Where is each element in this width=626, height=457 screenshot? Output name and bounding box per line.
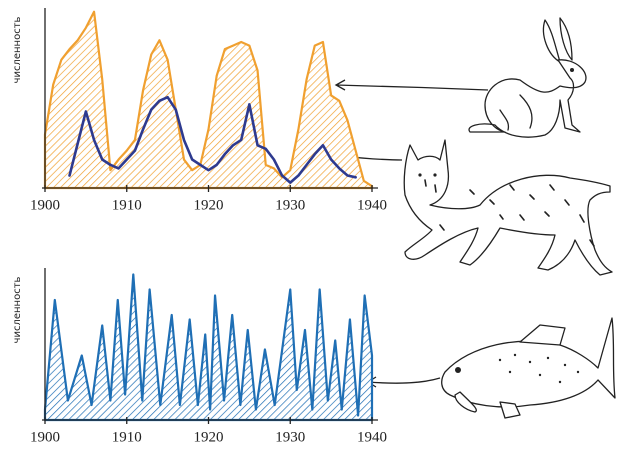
x-tick-label: 1910 [112, 429, 142, 445]
y-axis-label: численность [12, 276, 23, 343]
y-axis-label: численность [12, 16, 23, 83]
x-tick-label: 1920 [194, 429, 224, 445]
pointer-arrows [336, 80, 488, 387]
fish-illustration [442, 318, 615, 418]
area-series [45, 275, 372, 421]
x-tick-label: 1940 [357, 197, 387, 213]
x-tick-label: 1910 [112, 197, 142, 213]
x-tick-label: 1920 [194, 197, 224, 213]
area-series [45, 12, 372, 188]
chart: численность19001910192019301940численнос… [0, 0, 626, 457]
lynx-illustration [404, 140, 612, 275]
panel: численность 1900 1910 1920 1930 1940 [12, 268, 387, 445]
x-tick-label: 1930 [275, 429, 305, 445]
x-tick-label: 1930 [275, 197, 305, 213]
x-tick-label: 1940 [357, 429, 387, 445]
x-tick-label: 1900 [30, 197, 60, 213]
panel: численность 1900 1910 1920 1930 1940 [12, 8, 387, 213]
x-tick-label: 1900 [30, 429, 60, 445]
hare-illustration [469, 18, 586, 137]
